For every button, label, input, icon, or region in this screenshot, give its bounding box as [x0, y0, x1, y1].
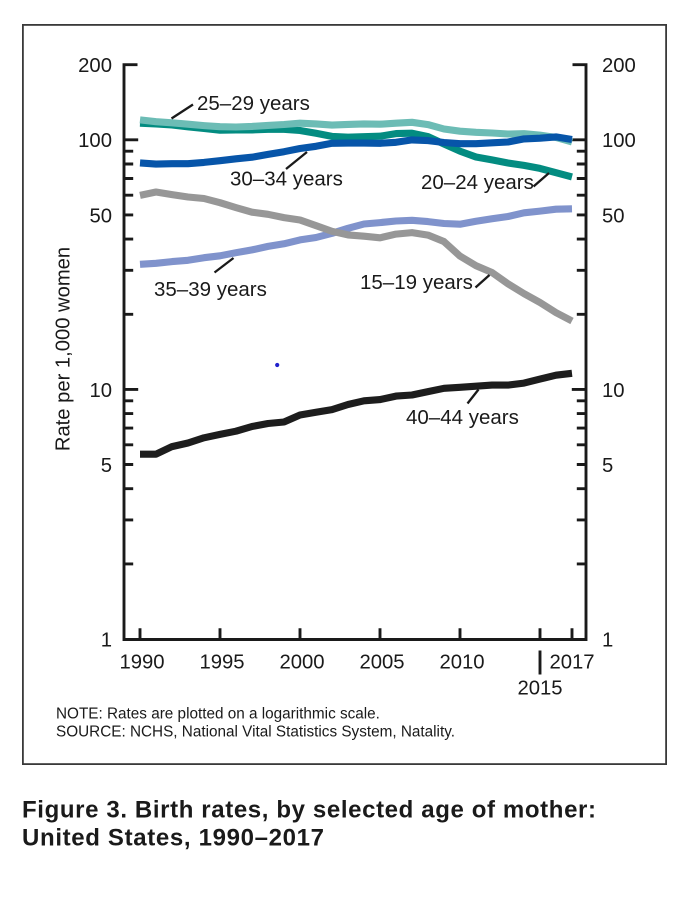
svg-text:NOTE: Rates are plotted on a l: NOTE: Rates are plotted on a logarithmic…	[56, 706, 380, 723]
svg-text:2000: 2000	[279, 652, 324, 674]
svg-text:1: 1	[602, 629, 613, 651]
svg-text:50: 50	[89, 205, 112, 227]
svg-text:1990: 1990	[119, 652, 164, 674]
svg-text:20–24 years: 20–24 years	[421, 171, 534, 194]
svg-text:40–44 years: 40–44 years	[406, 406, 519, 429]
svg-text:1995: 1995	[199, 652, 244, 674]
svg-text:Figure 3. Birth rates, by sele: Figure 3. Birth rates, by selected age o…	[22, 797, 596, 824]
svg-text:200: 200	[602, 55, 636, 77]
svg-text:50: 50	[602, 205, 625, 227]
svg-text:15–19 years: 15–19 years	[360, 271, 473, 294]
svg-text:100: 100	[78, 130, 112, 152]
svg-text:Rate per 1,000 women: Rate per 1,000 women	[53, 247, 75, 451]
svg-text:2005: 2005	[359, 652, 404, 674]
svg-text:35–39 years: 35–39 years	[154, 278, 267, 301]
svg-text:2015: 2015	[517, 678, 562, 700]
svg-text:5: 5	[101, 455, 112, 477]
svg-text:2017: 2017	[549, 652, 594, 674]
svg-text:100: 100	[602, 130, 636, 152]
svg-text:1: 1	[101, 629, 112, 651]
svg-text:SOURCE: NCHS, National Vital S: SOURCE: NCHS, National Vital Statistics …	[56, 724, 455, 741]
svg-text:2010: 2010	[439, 652, 484, 674]
svg-text:10: 10	[89, 380, 112, 402]
svg-text:5: 5	[602, 455, 613, 477]
svg-text:30–34 years: 30–34 years	[230, 168, 343, 191]
svg-text:10: 10	[602, 380, 625, 402]
svg-text:200: 200	[78, 55, 112, 77]
svg-text:United States, 1990–2017: United States, 1990–2017	[22, 825, 324, 852]
svg-text:25–29 years: 25–29 years	[197, 92, 310, 115]
